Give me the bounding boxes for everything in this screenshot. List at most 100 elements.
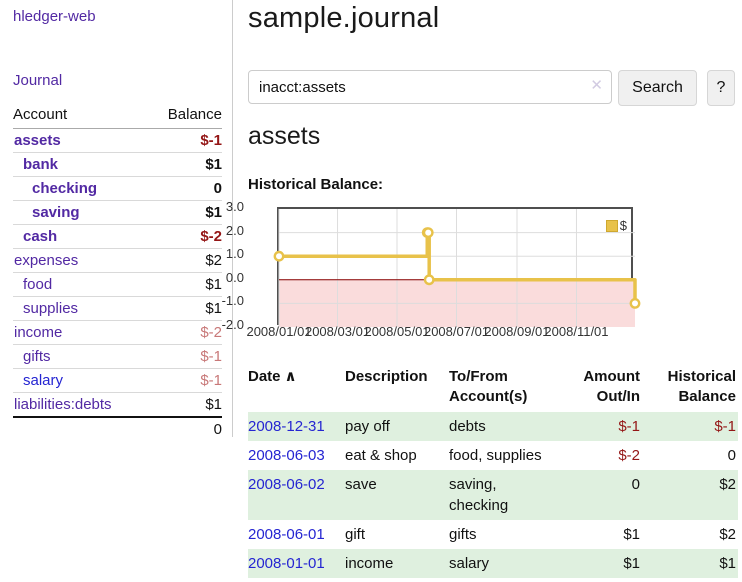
chart-plot-area: $ bbox=[273, 207, 641, 327]
y-axis-tick: 1.0 bbox=[225, 246, 244, 262]
register-row: 2008-06-01 gift gifts $1 $2 bbox=[248, 520, 738, 549]
transaction-balance: $-1 bbox=[642, 411, 738, 441]
header-label: Description bbox=[345, 368, 428, 385]
transaction-accounts: saving, checking bbox=[449, 469, 566, 520]
header-label: Amount Out/In bbox=[583, 368, 640, 406]
account-row: salary $-1 bbox=[13, 368, 222, 393]
search-form: ✕ Search ? bbox=[248, 70, 742, 106]
register-table: Date ∧ Description To/From Account(s) Amount… bbox=[248, 365, 738, 578]
x-axis-tick: 2008/11/01 bbox=[544, 324, 609, 339]
x-axis-tick: 2008/03/01 bbox=[304, 324, 371, 339]
sidebar-divider bbox=[232, 0, 233, 437]
account-row: saving $1 bbox=[13, 200, 222, 225]
sidebar-item-journal[interactable]: Journal bbox=[13, 72, 63, 89]
account-link[interactable]: gifts bbox=[23, 348, 51, 365]
total-spacer bbox=[13, 416, 148, 441]
transaction-amount: $1 bbox=[623, 525, 640, 543]
chart-svg bbox=[273, 209, 641, 327]
transaction-description: eat & shop bbox=[345, 446, 417, 464]
chart-legend: $ bbox=[605, 218, 627, 233]
clear-search-icon[interactable]: ✕ bbox=[590, 77, 603, 94]
account-link[interactable]: cash bbox=[23, 228, 58, 245]
account-link[interactable]: supplies bbox=[23, 300, 79, 317]
register-row: 2008-06-02 save saving, checking 0 $2 bbox=[248, 469, 738, 520]
transaction-amount: $1 bbox=[566, 548, 642, 578]
y-axis-tick: -2.0 bbox=[221, 317, 244, 332]
transaction-amount: 0 bbox=[566, 469, 642, 520]
accounts-header-account: Account bbox=[13, 103, 148, 129]
transaction-accounts: salary bbox=[449, 548, 566, 578]
account-row: supplies $1 bbox=[13, 296, 222, 321]
account-link[interactable]: assets bbox=[14, 132, 61, 149]
search-input-wrap: ✕ bbox=[248, 70, 612, 104]
accounts-total-row: 0 bbox=[13, 416, 222, 441]
transaction-description: pay off bbox=[345, 411, 449, 441]
register-header-description: Description bbox=[345, 365, 449, 412]
header-label: Historical Balance bbox=[667, 368, 736, 406]
account-balance: $2 bbox=[147, 248, 222, 273]
y-axis-tick: 3.0 bbox=[225, 199, 244, 214]
transaction-date-link[interactable]: 2008-01-01 bbox=[248, 554, 325, 572]
account-link[interactable]: salary bbox=[23, 372, 64, 389]
transaction-accounts: debts bbox=[449, 411, 566, 441]
register-header-date[interactable]: Date ∧ bbox=[248, 365, 345, 412]
account-link[interactable]: liabilities:debts bbox=[14, 396, 112, 413]
transaction-accounts: food, supplies bbox=[449, 446, 542, 464]
register-header-amount: Amount Out/In bbox=[566, 365, 642, 412]
search-button[interactable]: Search bbox=[618, 70, 697, 106]
transaction-date-link[interactable]: 2008-12-31 bbox=[248, 417, 325, 435]
account-link[interactable]: saving bbox=[32, 204, 80, 221]
legend-swatch-icon bbox=[605, 219, 618, 232]
account-link[interactable]: checking bbox=[32, 180, 98, 197]
transaction-date-link[interactable]: 2008-06-02 bbox=[248, 475, 325, 493]
x-axis-tick: 2008/07/01 bbox=[423, 324, 490, 339]
account-row: liabilities:debts $1 bbox=[13, 392, 222, 418]
account-row: cash $-2 bbox=[13, 224, 222, 249]
transaction-description: income bbox=[345, 548, 449, 578]
search-input[interactable] bbox=[248, 70, 612, 104]
register-row: 2008-12-31 pay off debts $-1 $-1 bbox=[248, 411, 738, 441]
account-balance: $-1 bbox=[147, 344, 222, 369]
header-label: Date bbox=[248, 368, 281, 385]
register-header-row: Date ∧ Description To/From Account(s) Amount… bbox=[248, 365, 738, 412]
transaction-amount: $-1 bbox=[566, 411, 642, 441]
register-header-balance: Historical Balance bbox=[642, 365, 738, 412]
register-header-accounts: To/From Account(s) bbox=[449, 365, 566, 412]
header-label: To/From Account(s) bbox=[449, 368, 528, 406]
accounts-header-row: Account Balance bbox=[13, 103, 222, 129]
account-link[interactable]: food bbox=[23, 276, 53, 293]
account-balance: $1 bbox=[147, 272, 222, 297]
register-row: 2008-06-03 eat & shop food, supplies $-2 0 bbox=[248, 441, 738, 470]
app-title-link[interactable]: hledger-web bbox=[13, 8, 96, 25]
transaction-balance: $1 bbox=[642, 548, 738, 578]
account-balance: 0 bbox=[147, 176, 222, 201]
historical-balance-chart: $ 3.0 2.0 1.0 0.0 -1.0 -2.0 2008/01/01 2008/03/… bbox=[222, 199, 742, 350]
sort-ascending-icon[interactable]: ∧ bbox=[284, 368, 297, 385]
transaction-balance: $2 bbox=[642, 469, 738, 520]
help-button[interactable]: ? bbox=[707, 70, 735, 106]
transaction-accounts: gifts bbox=[449, 525, 477, 543]
transaction-balance: $2 bbox=[719, 525, 736, 543]
account-row: checking 0 bbox=[13, 176, 222, 201]
account-row: assets $-1 bbox=[13, 128, 222, 153]
transaction-balance: 0 bbox=[727, 446, 736, 464]
y-axis-tick: 2.0 bbox=[225, 222, 244, 238]
account-balance: $1 bbox=[147, 152, 222, 177]
register-row: 2008-01-01 income salary $1 $1 bbox=[248, 548, 738, 578]
transaction-description: gift bbox=[345, 525, 366, 543]
account-link[interactable]: expenses bbox=[14, 252, 79, 269]
account-link[interactable]: bank bbox=[23, 156, 59, 173]
transaction-date-link[interactable]: 2008-06-01 bbox=[248, 525, 325, 543]
account-balance: $-2 bbox=[147, 320, 222, 345]
chart-label: Historical Balance: bbox=[248, 176, 384, 193]
account-row: expenses $2 bbox=[13, 248, 222, 273]
x-axis-tick: 2008/09/01 bbox=[484, 324, 550, 339]
transaction-date-link[interactable]: 2008-06-03 bbox=[248, 446, 325, 464]
account-balance: $-2 bbox=[147, 224, 222, 249]
main-content: sample.journal ✕ Search ? assets Histori… bbox=[222, 0, 742, 578]
account-balance: $1 bbox=[147, 296, 222, 321]
account-link[interactable]: income bbox=[14, 324, 63, 341]
account-row: bank $1 bbox=[13, 152, 222, 177]
account-row: income $-2 bbox=[13, 320, 222, 345]
